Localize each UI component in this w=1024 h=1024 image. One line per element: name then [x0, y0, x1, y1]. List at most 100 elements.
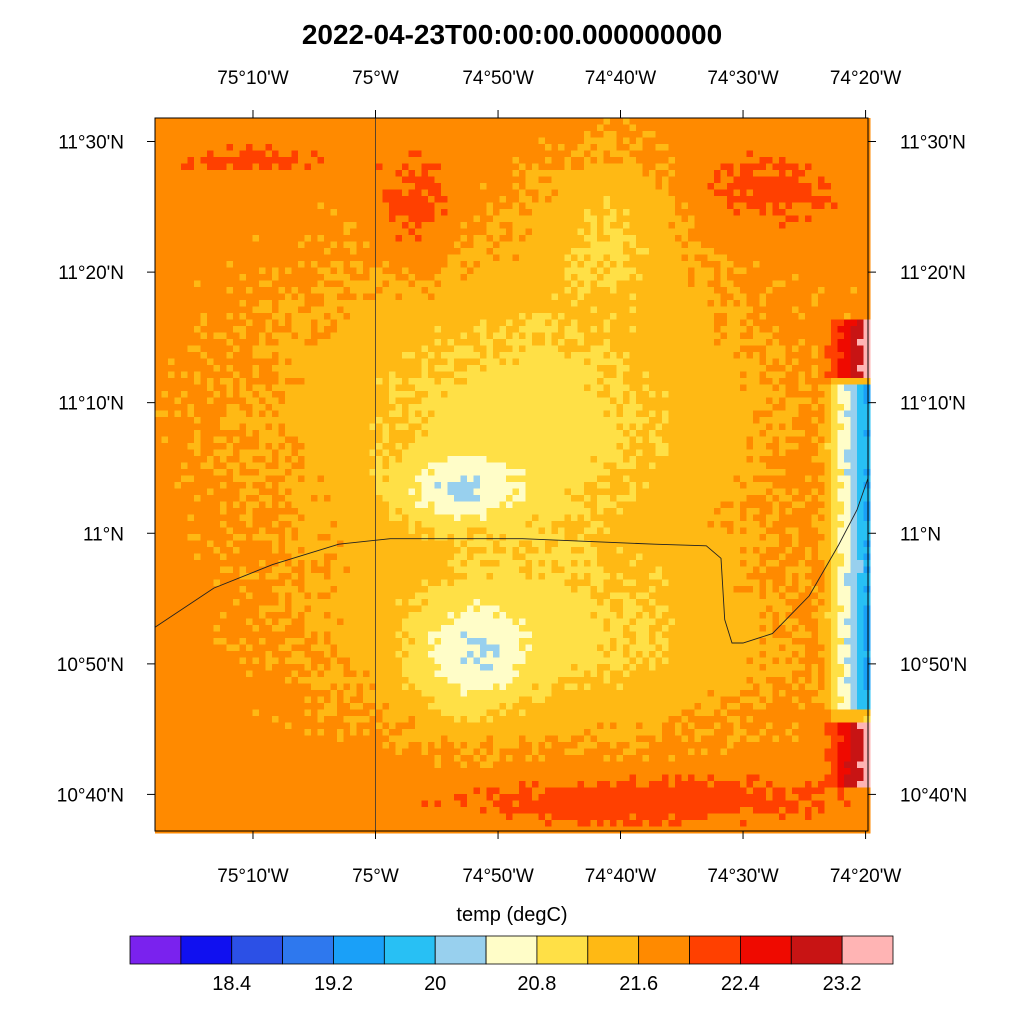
field-cell	[415, 339, 422, 346]
field-cell	[259, 391, 266, 398]
field-cell	[317, 339, 325, 346]
field-cell	[577, 170, 585, 177]
field-cell	[428, 176, 435, 184]
field-cell	[798, 163, 806, 171]
field-cell	[558, 365, 565, 372]
field-cell	[467, 365, 474, 372]
field-cell	[298, 189, 305, 197]
field-cell	[506, 358, 513, 366]
field-cell	[304, 378, 312, 385]
field-cell	[519, 144, 526, 151]
field-cell	[226, 235, 234, 242]
field-cell	[779, 332, 786, 340]
field-cell	[753, 261, 760, 268]
field-cell	[720, 163, 728, 171]
field-cell	[571, 365, 578, 372]
field-cell	[642, 397, 650, 405]
field-cell	[733, 170, 741, 177]
field-cell	[662, 150, 669, 158]
field-cell	[629, 274, 637, 281]
field-cell	[759, 118, 767, 125]
field-cell	[629, 131, 637, 138]
field-cell	[714, 222, 721, 229]
field-cell	[733, 274, 741, 281]
field-cell	[389, 189, 396, 197]
field-cell	[681, 209, 689, 216]
field-cell	[662, 131, 669, 138]
field-cell	[493, 118, 500, 125]
field-cell	[753, 124, 760, 132]
field-cell	[707, 404, 715, 411]
field-cell	[818, 209, 825, 216]
field-cell	[460, 131, 468, 138]
field-cell	[428, 150, 435, 158]
field-cell	[161, 358, 169, 366]
field-cell	[753, 228, 760, 236]
field-cell	[571, 326, 578, 333]
field-cell	[844, 352, 851, 359]
field-cell	[330, 124, 338, 132]
field-cell	[343, 397, 351, 405]
field-cell	[187, 313, 195, 320]
field-cell	[590, 209, 598, 216]
field-cell	[850, 332, 858, 340]
field-cell	[818, 183, 825, 190]
field-cell	[623, 215, 630, 223]
field-cell	[265, 306, 273, 314]
field-cell	[642, 183, 650, 190]
field-cell	[811, 183, 819, 190]
field-cell	[772, 404, 780, 411]
field-cell	[824, 293, 832, 301]
field-cell	[174, 131, 182, 138]
field-cell	[863, 365, 871, 372]
field-cell	[259, 371, 266, 379]
field-cell	[213, 332, 221, 340]
field-cell	[694, 241, 702, 249]
field-cell	[662, 319, 669, 327]
field-cell	[395, 228, 403, 236]
field-cell	[746, 163, 754, 171]
field-cell	[688, 332, 695, 340]
field-cell	[460, 189, 468, 197]
field-cell	[597, 365, 604, 372]
field-cell	[350, 313, 357, 320]
field-cell	[844, 261, 851, 268]
field-cell	[350, 384, 357, 392]
field-cell	[545, 157, 552, 164]
field-cell	[551, 215, 559, 223]
field-cell	[623, 176, 630, 184]
field-cell	[272, 196, 279, 203]
field-cell	[252, 189, 260, 197]
field-cell	[350, 397, 357, 405]
field-cell	[473, 397, 481, 405]
field-cell	[317, 124, 325, 132]
field-cell	[298, 235, 305, 242]
field-cell	[493, 384, 500, 392]
field-cell	[298, 261, 305, 268]
field-cell	[467, 319, 474, 327]
field-cell	[226, 222, 234, 229]
field-cell	[844, 300, 851, 307]
field-cell	[512, 196, 520, 203]
field-cell	[434, 170, 442, 177]
field-cell	[467, 196, 474, 203]
field-cell	[265, 371, 273, 379]
field-cell	[577, 404, 585, 411]
field-cell	[395, 170, 403, 177]
field-cell	[311, 124, 318, 132]
field-cell	[220, 202, 227, 210]
field-cell	[525, 319, 533, 327]
field-cell	[649, 345, 656, 353]
field-cell	[428, 319, 435, 327]
field-cell	[460, 261, 468, 268]
field-cell	[363, 131, 370, 138]
field-cell	[272, 384, 279, 392]
field-cell	[285, 280, 292, 288]
field-cell	[499, 293, 507, 301]
field-cell	[551, 157, 559, 164]
field-cell	[265, 352, 273, 359]
field-cell	[402, 118, 409, 125]
field-cell	[584, 163, 591, 171]
field-cell	[493, 274, 500, 281]
field-cell	[382, 254, 390, 262]
